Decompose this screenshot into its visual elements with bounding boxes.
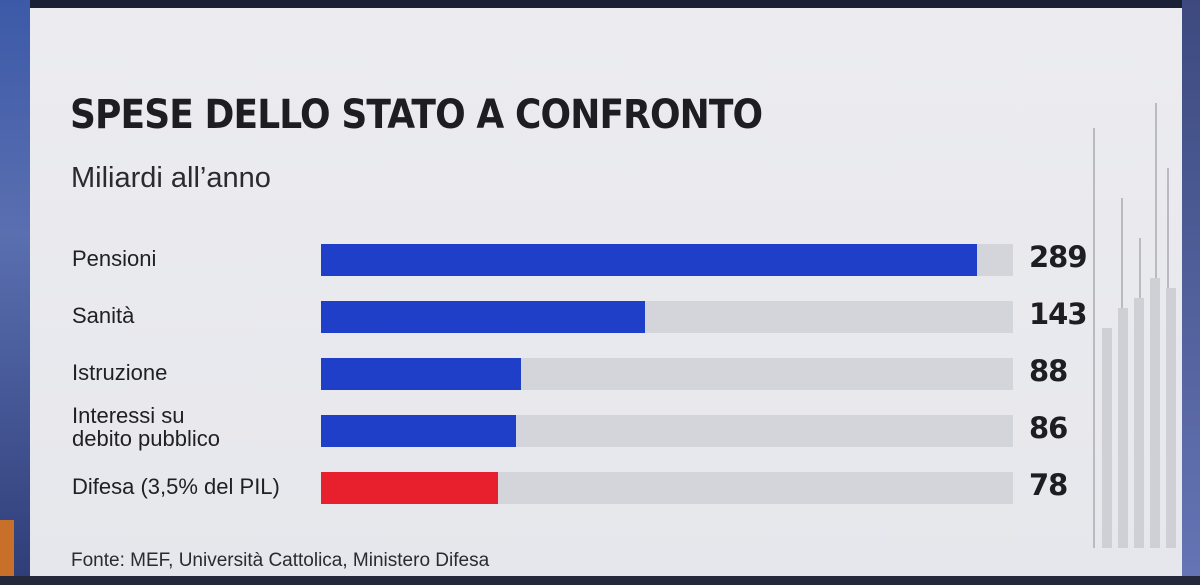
bar [321, 472, 498, 504]
bar-track [321, 415, 1013, 447]
value-label: 78 [1029, 468, 1068, 502]
edge-stripe [0, 520, 14, 580]
chart-subtitle: Miliardi all’anno [71, 162, 271, 194]
screen-right-edge [1182, 0, 1200, 585]
value-label: 143 [1029, 297, 1088, 331]
source-note: Fonte: MEF, Università Cattolica, Minist… [71, 550, 490, 571]
bar-row: Sanità 143 [30, 297, 1130, 357]
background-candlestick-decoration [1093, 103, 1176, 548]
value-label: 289 [1029, 240, 1088, 274]
category-label: Istruzione [72, 360, 168, 385]
bar-row: Istruzione 88 [30, 354, 1130, 414]
bar-track [321, 358, 1013, 390]
bar-row: Interessi su debito pubblico 86 [30, 404, 1130, 471]
screen-left-edge [0, 0, 30, 585]
category-label: Difesa (3,5% del PIL) [72, 474, 280, 499]
bar-track [321, 472, 1013, 504]
bar [321, 415, 516, 447]
screen-top-edge [0, 0, 1200, 8]
chart-panel: SPESE DELLO STATO A CONFRONTO Miliardi a… [30, 8, 1182, 576]
category-label: Sanità [72, 303, 135, 328]
category-label: Interessi su debito pubblico [72, 403, 221, 451]
bar [321, 244, 977, 276]
bar [321, 358, 521, 390]
screen-bottom-edge [0, 576, 1200, 585]
chart-title: SPESE DELLO STATO A CONFRONTO [70, 92, 763, 138]
value-label: 86 [1029, 411, 1068, 445]
bar-row: Difesa (3,5% del PIL) 78 [30, 468, 1130, 528]
bar [321, 301, 645, 333]
category-label: Pensioni [72, 246, 157, 271]
value-label: 88 [1029, 354, 1068, 388]
bar-track [321, 301, 1013, 333]
bar-track [321, 244, 1013, 276]
bar-row: Pensioni 289 [30, 240, 1130, 300]
